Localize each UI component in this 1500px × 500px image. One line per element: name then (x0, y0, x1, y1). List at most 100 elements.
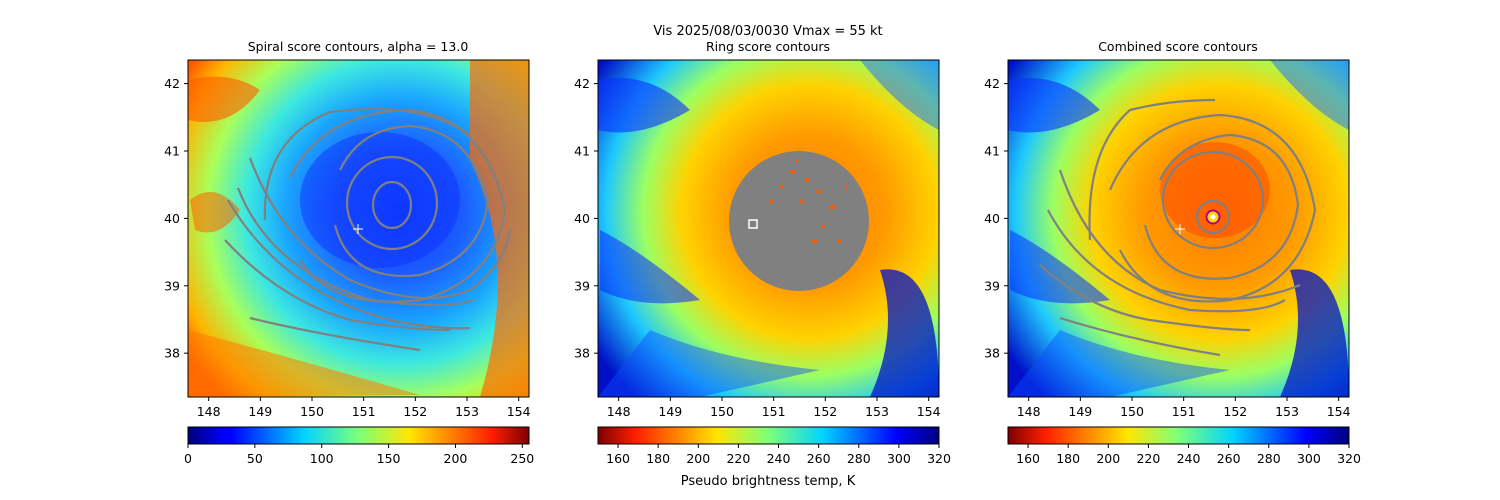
figure-title: Vis 2025/08/03/0030 Vmax = 55 kt (653, 24, 882, 39)
x-tick-label: 148 (607, 404, 631, 419)
contour-lines (224, 107, 512, 352)
colorbar-tick-label: 100 (310, 451, 334, 466)
ring-marker-center (1210, 214, 1216, 220)
panel-title: Ring score contours (706, 39, 830, 54)
axes: 148 149 150 151 152 153 154 38 39 40 41 42 (984, 76, 1351, 419)
colorbar-tick-label: 240 (1177, 451, 1201, 466)
cold-band (1270, 60, 1349, 130)
plot-frame (1007, 59, 1350, 398)
colorbar-tick-label: 0 (184, 451, 192, 466)
colorbar-tick-label: 300 (1297, 451, 1321, 466)
colorbar-tick-label: 240 (767, 451, 791, 466)
y-tick-label: 39 (984, 278, 1000, 293)
colorbar-tick-label: 260 (1217, 451, 1241, 466)
warm-band (190, 192, 240, 233)
x-tick-label: 153 (1275, 404, 1299, 419)
cold-band (598, 330, 820, 397)
colorbar-tick-label: 220 (726, 451, 750, 466)
colorbar-tick-label: 200 (444, 451, 468, 466)
x-tick-label: 151 (762, 404, 786, 419)
x-tick-label: 151 (352, 404, 376, 419)
y-tick-label: 41 (164, 143, 180, 158)
plot-frame (597, 59, 940, 398)
colorbar-tick-label: 200 (1096, 451, 1120, 466)
x-tick-label: 149 (658, 404, 682, 419)
x-tick-label: 151 (1172, 404, 1196, 419)
x-tick-label: 152 (403, 404, 427, 419)
y-tick-label: 39 (164, 278, 180, 293)
x-tick-label: 148 (1017, 404, 1041, 419)
x-tick-label: 149 (248, 404, 272, 419)
masked-speckle (770, 160, 848, 243)
colorbar-tick-label: 180 (1056, 451, 1080, 466)
y-tick-label: 41 (574, 143, 590, 158)
warm-band (188, 76, 260, 122)
x-tick-label: 150 (1120, 404, 1144, 419)
panel-title: Spiral score contours, alpha = 13.0 (248, 39, 469, 54)
colorbar-tick-label: 160 (606, 451, 630, 466)
panel-combined: Combined score contours (984, 39, 1361, 466)
warm-core (1160, 142, 1270, 238)
y-tick-label: 41 (984, 143, 1000, 158)
panel-ring: Ring score contours 148 149 150 151 152 153 15… (574, 39, 951, 489)
colorbar-tick-label: 200 (686, 451, 710, 466)
cold-band (600, 230, 700, 304)
x-tick-label: 153 (455, 404, 479, 419)
colorbar (597, 426, 940, 445)
colorbar-tick-label: 250 (510, 451, 534, 466)
y-tick-label: 42 (164, 76, 180, 91)
colorbar-tick-label: 320 (1337, 451, 1361, 466)
warm-band (188, 330, 420, 397)
contour-lines (1039, 98, 1317, 357)
axes: 148 149 150 151 152 153 154 38 39 40 41 42 (574, 76, 941, 419)
center-marker-icon (1175, 224, 1185, 234)
x-tick-label: 154 (1327, 404, 1351, 419)
colorbar (187, 426, 530, 445)
cold-band (870, 269, 939, 397)
y-tick-label: 42 (574, 76, 590, 91)
x-tick-label: 150 (710, 404, 734, 419)
axes: 148 149 150 151 152 153 154 38 39 40 41 42 (164, 76, 531, 419)
y-tick-label: 42 (984, 76, 1000, 91)
colorbar-tick-label: 220 (1136, 451, 1160, 466)
masked-disk (729, 151, 869, 291)
x-tick-label: 149 (1068, 404, 1092, 419)
y-tick-label: 40 (164, 211, 180, 226)
x-tick-label: 148 (197, 404, 221, 419)
x-tick-label: 154 (917, 404, 941, 419)
x-tick-label: 153 (865, 404, 889, 419)
cold-band (860, 60, 939, 130)
panel-spiral: Spiral score contours, alpha = 13.0 (164, 39, 534, 466)
panel-title: Combined score contours (1098, 39, 1258, 54)
cold-band (1010, 230, 1110, 304)
y-tick-label: 38 (984, 346, 1000, 361)
colorbar-tick-label: 260 (807, 451, 831, 466)
cold-band (1008, 78, 1100, 133)
cold-band (1008, 330, 1230, 397)
colorbar-tick-label: 180 (646, 451, 670, 466)
colorbar-ticks: 160 180 200 220 240 260 280 300 320 (1016, 444, 1361, 466)
cold-band (1280, 269, 1349, 397)
colorbar-tick-label: 320 (927, 451, 951, 466)
colorbar-tick-label: 300 (887, 451, 911, 466)
colorbar-tick-label: 150 (377, 451, 401, 466)
colorbar-tick-label: 280 (1257, 451, 1281, 466)
colorbar-ticks: 0 50 100 150 200 250 (184, 444, 534, 466)
y-tick-label: 38 (164, 346, 180, 361)
cold-band (598, 78, 690, 133)
colorbar-tick-label: 280 (847, 451, 871, 466)
colorbar-tick-label: 160 (1016, 451, 1040, 466)
y-tick-label: 38 (574, 346, 590, 361)
x-tick-label: 152 (813, 404, 837, 419)
y-tick-label: 40 (984, 211, 1000, 226)
plot-frame (187, 59, 530, 398)
y-tick-label: 39 (574, 278, 590, 293)
x-tick-label: 154 (507, 404, 531, 419)
x-tick-label: 150 (300, 404, 324, 419)
colorbar (1007, 426, 1350, 445)
colorbar-ticks: 160 180 200 220 240 260 280 300 320 (606, 444, 951, 466)
colorbar-tick-label: 50 (247, 451, 263, 466)
square-marker-icon (748, 219, 758, 229)
warm-band (470, 60, 529, 397)
y-tick-label: 40 (574, 211, 590, 226)
